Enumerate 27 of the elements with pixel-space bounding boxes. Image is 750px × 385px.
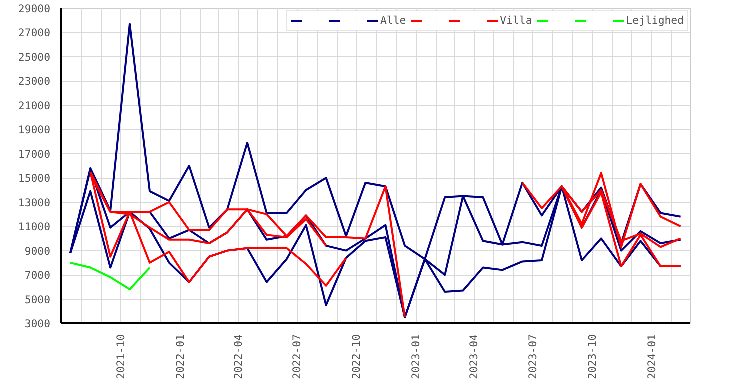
y-tick-label: 3000 <box>24 318 51 330</box>
legend-label: Villa <box>500 14 532 27</box>
x-tick-label: 2024-01 <box>645 334 658 380</box>
y-tick-label: 19000 <box>18 124 50 137</box>
x-tick-label: 2023-10 <box>586 334 599 380</box>
x-tick-label: 2023-07 <box>526 334 540 380</box>
y-tick-label: 29000 <box>18 2 50 16</box>
y-tick-label: 25000 <box>18 50 50 64</box>
y-tick-label: 15000 <box>18 172 50 186</box>
y-tick-label: 5000 <box>24 293 51 306</box>
x-tick-label: 2021-10 <box>114 334 128 380</box>
y-tick-label: 7000 <box>24 269 51 282</box>
y-tick-label: 27000 <box>18 26 50 40</box>
y-tick-label: 17000 <box>18 148 50 161</box>
x-tick-label: 2022-01 <box>174 334 187 380</box>
legend-label: Alle <box>380 14 406 27</box>
x-tick-label: 2022-10 <box>350 334 364 380</box>
x-tick-label: 2022-07 <box>290 334 304 380</box>
x-tick-label: 2022-04 <box>232 334 245 380</box>
legend-label: Lejlighed <box>626 14 684 27</box>
y-tick-label: 13000 <box>18 196 50 210</box>
y-tick-label: 11000 <box>18 220 50 234</box>
y-tick-label: 23000 <box>18 75 50 88</box>
x-tick-label: 2023-01 <box>410 334 423 380</box>
y-tick-label: 21000 <box>18 99 50 112</box>
y-tick-label: 9000 <box>24 244 51 258</box>
x-tick-label: 2023-04 <box>468 334 481 380</box>
